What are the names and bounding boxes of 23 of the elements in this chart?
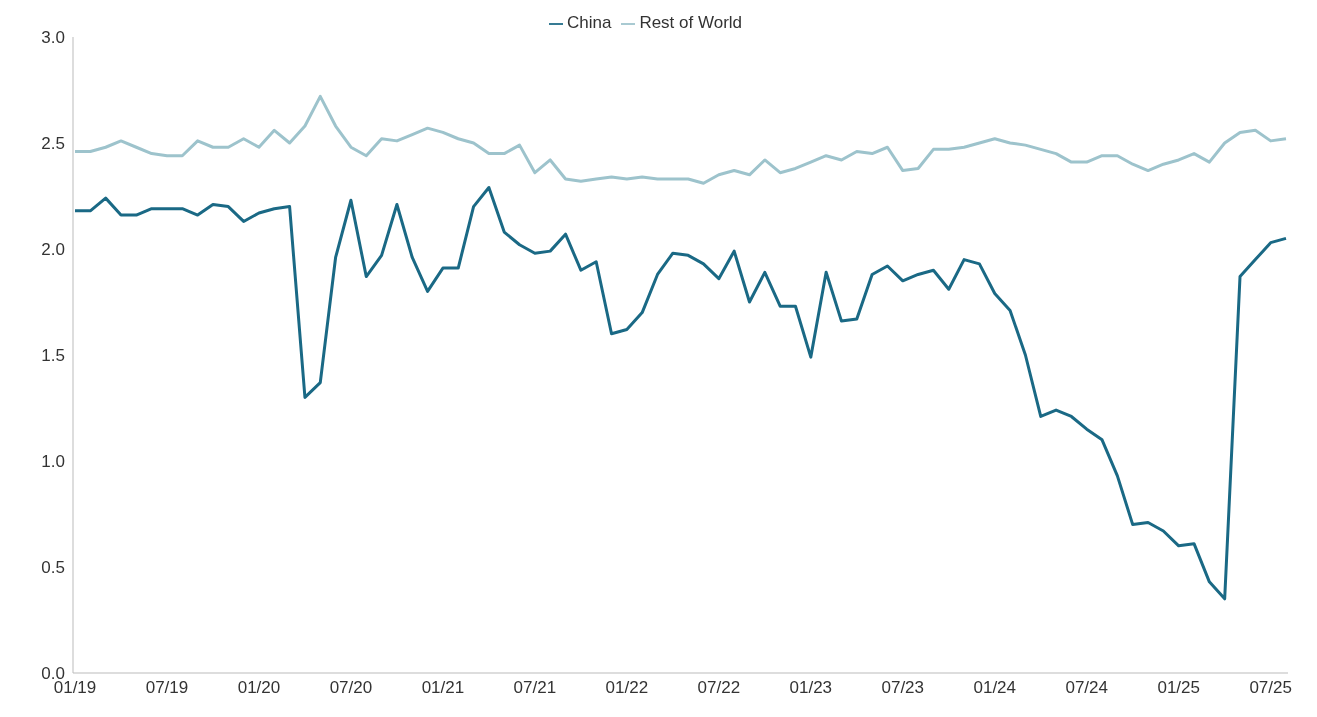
line-series <box>73 186 1288 601</box>
y-tick-label: 2.0 <box>41 240 65 260</box>
x-tick-label: 07/22 <box>697 678 741 698</box>
x-tick-label: 07/21 <box>513 678 557 698</box>
y-tick-label: 1.5 <box>41 346 65 366</box>
line-series <box>73 94 1288 185</box>
x-tick-label: 07/19 <box>145 678 189 698</box>
x-tick-label: 01/22 <box>605 678 649 698</box>
x-tick-label: 01/25 <box>1157 678 1200 698</box>
x-tick-label: 01/23 <box>789 678 833 698</box>
y-tick-label: 0.5 <box>41 558 65 578</box>
x-tick-label: 07/24 <box>1065 678 1108 698</box>
x-tick-label: 01/20 <box>237 678 281 698</box>
x-tick-label: 01/24 <box>973 678 1017 698</box>
y-tick-label: 1.0 <box>41 452 65 472</box>
y-tick-label: 3.0 <box>41 28 65 48</box>
x-tick-label: 07/25 <box>1249 678 1292 698</box>
x-tick-label: 01/21 <box>421 678 465 698</box>
legend-label: Rest of World <box>639 13 743 32</box>
x-tick-label: 07/20 <box>329 678 373 698</box>
x-tick-label: 07/23 <box>881 678 925 698</box>
y-tick-label: 2.5 <box>41 134 65 154</box>
legend-label: China <box>566 13 612 32</box>
